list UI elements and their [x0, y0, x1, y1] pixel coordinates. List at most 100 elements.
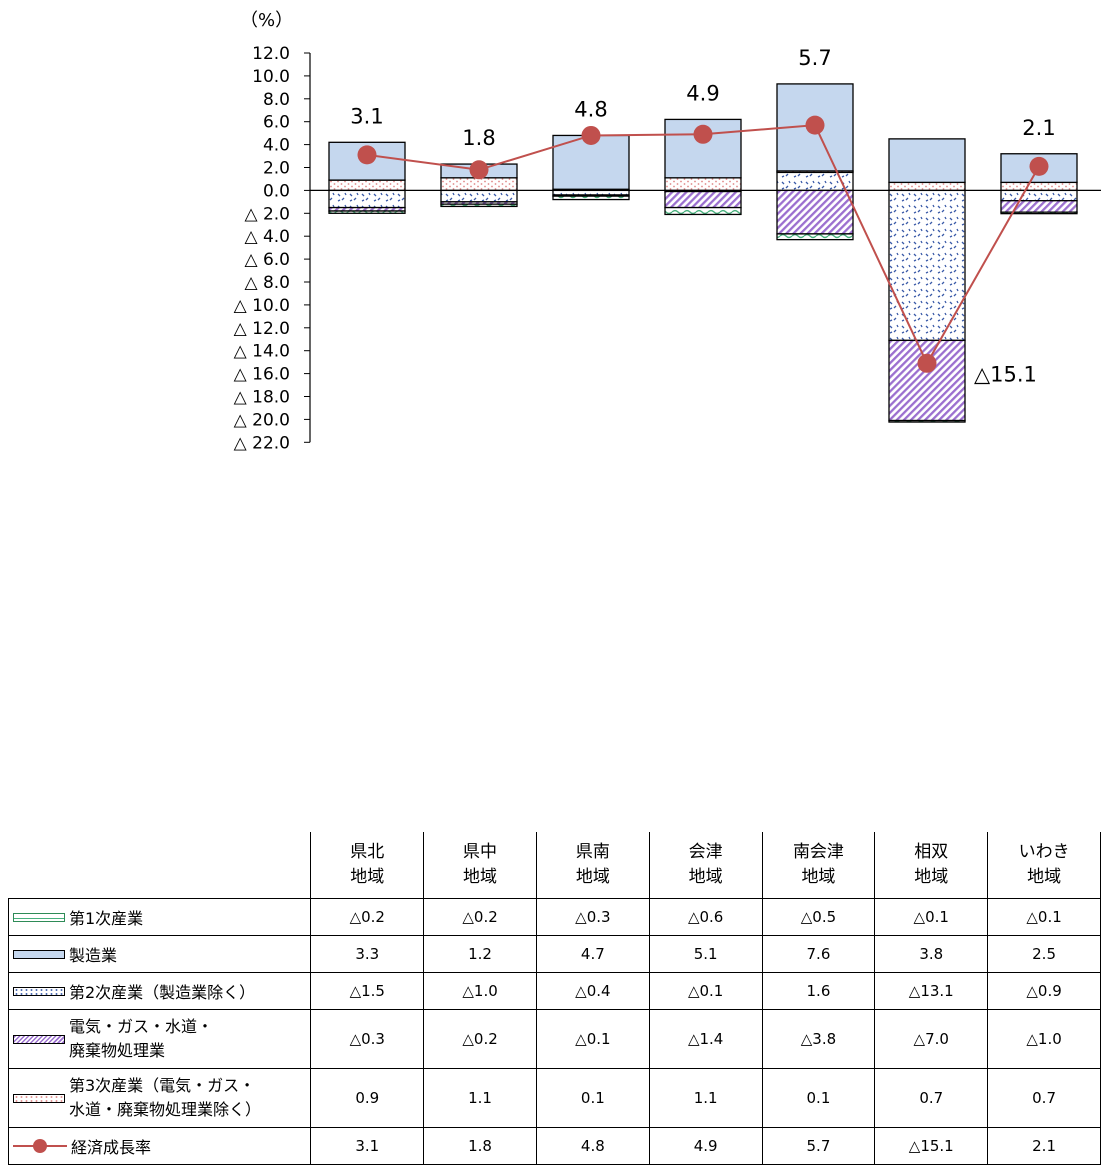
growth-point — [357, 145, 377, 165]
bar-secondary — [552, 189, 630, 196]
table-cell: 3.3 — [310, 935, 425, 973]
y-tick-label: 6.0 — [263, 113, 290, 133]
table-header-row: 県北 地域 県中 地域 県南 地域 会津 地域 南会津 地域 相双 地域 いわき 地域 — [8, 832, 1101, 899]
y-tick-label: △ 12.0 — [234, 319, 290, 339]
y-tick-label: 8.0 — [263, 90, 290, 110]
table-cell: △0.2 — [423, 898, 537, 936]
bar-secondary — [328, 189, 406, 209]
growth-point — [693, 124, 713, 144]
table-cell: △0.1 — [987, 898, 1101, 936]
table-cell: 4.7 — [535, 935, 650, 973]
table-row-primary: 第1次産業 △0.2 △0.2 △0.3 △0.6 △0.5 △0.1 △0.1 — [7, 898, 1101, 936]
table-cell: 3.1 — [310, 1127, 425, 1165]
legend-swatch — [13, 986, 65, 996]
legend-label: 第3次産業（電気・ガス・ 水道・廃棄物処理業除く） — [7, 1068, 312, 1128]
table-cell: 0.7 — [987, 1068, 1101, 1128]
legend-label: 電気・ガス・水道・ 廃棄物処理業 — [7, 1009, 312, 1069]
table-cell: 0.1 — [535, 1068, 650, 1128]
bar-manufacturing — [888, 138, 966, 184]
point-label: 5.7 — [798, 46, 831, 70]
bar-primary — [1000, 211, 1078, 215]
growth-line — [357, 115, 1049, 373]
table-cell: △0.9 — [987, 972, 1101, 1010]
bar-tertiary — [664, 177, 742, 192]
point-labels: 3.1 1.8 4.8 4.9 5.7 △15.1 2.1 — [350, 46, 1055, 386]
bar-tertiary — [1000, 181, 1078, 192]
data-table: 県北 地域 県中 地域 県南 地域 会津 地域 南会津 地域 相双 地域 いわき 地域 第1次… — [7, 832, 1101, 1165]
legend-swatch — [13, 912, 65, 922]
legend-text: 製造業 — [69, 946, 118, 965]
legend-label: 第1次産業 — [7, 898, 312, 936]
table-cell: △15.1 — [874, 1127, 989, 1165]
table-cell: △1.0 — [423, 972, 537, 1010]
bar-tertiary — [888, 181, 966, 192]
point-label: 1.8 — [462, 126, 495, 150]
point-label: 4.8 — [574, 97, 607, 121]
legend-text: 第3次産業（電気・ガス・ 水道・廃棄物処理業除く） — [69, 1076, 262, 1119]
bar-primary — [328, 210, 406, 214]
table-cell: 1.1 — [423, 1068, 537, 1128]
table-cell: △3.8 — [761, 1009, 876, 1069]
y-tick-label: △ 4.0 — [244, 227, 290, 247]
table-cell: △0.1 — [535, 1009, 650, 1069]
y-tick-label: △ 16.0 — [234, 365, 290, 385]
bar-tertiary — [440, 177, 518, 192]
table-cell: △1.5 — [310, 972, 425, 1010]
table-cell: 7.6 — [761, 935, 876, 973]
table-cell: △0.6 — [648, 898, 763, 936]
bar-primary — [440, 203, 518, 208]
y-tick-label: △ 18.0 — [234, 388, 290, 408]
bar-utilities — [664, 190, 742, 209]
y-tick-label: 12.0 — [252, 44, 290, 64]
table-cell: 0.1 — [761, 1068, 876, 1128]
table-cell: △0.1 — [648, 972, 763, 1010]
y-tick-label: 0.0 — [263, 181, 290, 201]
point-label: △15.1 — [974, 362, 1037, 386]
table-cell: △13.1 — [874, 972, 989, 1010]
y-tick-label: △ 14.0 — [234, 342, 290, 362]
table-corner — [8, 832, 312, 899]
table-cell: 2.1 — [987, 1127, 1101, 1165]
table-cell: 3.8 — [874, 935, 989, 973]
table-cell: △0.2 — [310, 898, 425, 936]
growth-point — [805, 115, 825, 135]
legend-swatch — [13, 949, 65, 959]
table-cell: △7.0 — [874, 1009, 989, 1069]
point-label: 2.1 — [1022, 116, 1055, 140]
table-cell: △0.3 — [310, 1009, 425, 1069]
legend-text: 第1次産業 — [69, 909, 144, 928]
bar-secondary — [440, 189, 518, 203]
bar-primary — [888, 419, 966, 423]
bar-utilities — [1000, 200, 1078, 213]
legend-label: 経済成長率 — [7, 1127, 312, 1165]
legend-swatch — [13, 1093, 65, 1103]
col-header: 相双 地域 — [874, 832, 989, 899]
bar-primary — [664, 206, 742, 216]
growth-point — [1029, 156, 1049, 176]
chart: （%） 12.0 10.0 8.0 6.0 4.0 2.00.0 △ 2.0 △ 4.0 △ 6… — [234, 10, 1101, 453]
table-cell: 5.1 — [648, 935, 763, 973]
col-header: 会津 地域 — [648, 832, 763, 899]
table-cell: △1.4 — [648, 1009, 763, 1069]
y-tick-label: 4.0 — [263, 136, 290, 156]
table-cell: 5.7 — [761, 1127, 876, 1165]
table-cell: 2.5 — [987, 935, 1101, 973]
table-cell: △0.1 — [874, 898, 989, 936]
table-cell: 1.6 — [761, 972, 876, 1010]
bar-utilities — [776, 189, 854, 235]
bar-tertiary — [328, 179, 406, 192]
col-header: 県南 地域 — [535, 832, 650, 899]
table-cell: △0.3 — [535, 898, 650, 936]
y-tick-label: 2.0 — [263, 159, 290, 179]
growth-point — [469, 160, 489, 180]
table-cell: 1.8 — [423, 1127, 537, 1165]
y-tick-label: △ 10.0 — [234, 296, 290, 316]
table-cell: 4.9 — [648, 1127, 763, 1165]
table-cell: △0.2 — [423, 1009, 537, 1069]
y-tick-label: △ 2.0 — [244, 204, 290, 224]
legend-text: 経済成長率 — [71, 1138, 152, 1157]
table-cell: 0.7 — [874, 1068, 989, 1128]
legend-text: 電気・ガス・水道・ 廃棄物処理業 — [69, 1017, 214, 1060]
y-tick-label: △ 20.0 — [234, 410, 290, 430]
legend-label: 第2次産業（製造業除く） — [7, 972, 312, 1010]
